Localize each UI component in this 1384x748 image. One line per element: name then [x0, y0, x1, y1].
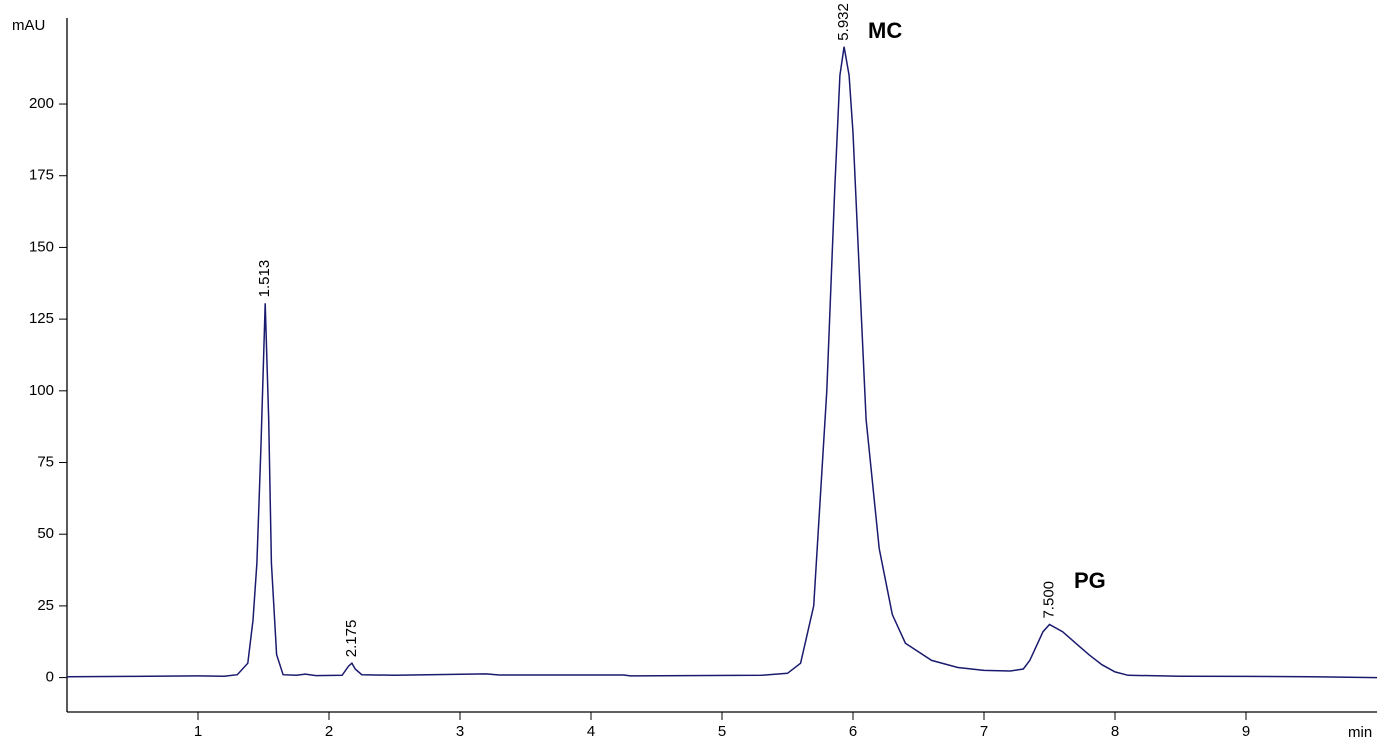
x-tick-label: 5 — [718, 723, 726, 740]
peak-label: 1.513 — [256, 260, 273, 298]
y-axis-label: mAU — [12, 17, 45, 34]
y-tick-label: 75 — [37, 453, 54, 470]
y-tick-label: 150 — [29, 238, 54, 255]
x-tick-label: 8 — [1111, 723, 1119, 740]
x-tick-label: 6 — [849, 723, 857, 740]
y-tick-label: 125 — [29, 310, 54, 327]
x-tick-label: 3 — [456, 723, 464, 740]
y-tick-label: 200 — [29, 95, 54, 112]
x-axis-label: min — [1348, 724, 1372, 741]
y-tick-label: 100 — [29, 382, 54, 399]
x-tick-label: 2 — [325, 723, 333, 740]
y-tick-label: 50 — [37, 525, 54, 542]
peak-label: 7.500 — [1040, 581, 1057, 619]
chromatogram-line — [66, 46, 1378, 679]
x-tick-label: 1 — [194, 723, 202, 740]
annotation: PG — [1074, 568, 1106, 593]
peak-label: 2.175 — [343, 620, 360, 658]
y-tick-label: 0 — [46, 669, 54, 686]
annotation: MC — [868, 18, 902, 43]
x-tick-label: 7 — [980, 723, 988, 740]
x-tick-label: 9 — [1242, 723, 1250, 740]
y-tick-label: 175 — [29, 167, 54, 184]
y-tick-label: 25 — [37, 597, 54, 614]
x-tick-label: 4 — [587, 723, 595, 740]
peak-label: 5.932 — [835, 3, 852, 41]
